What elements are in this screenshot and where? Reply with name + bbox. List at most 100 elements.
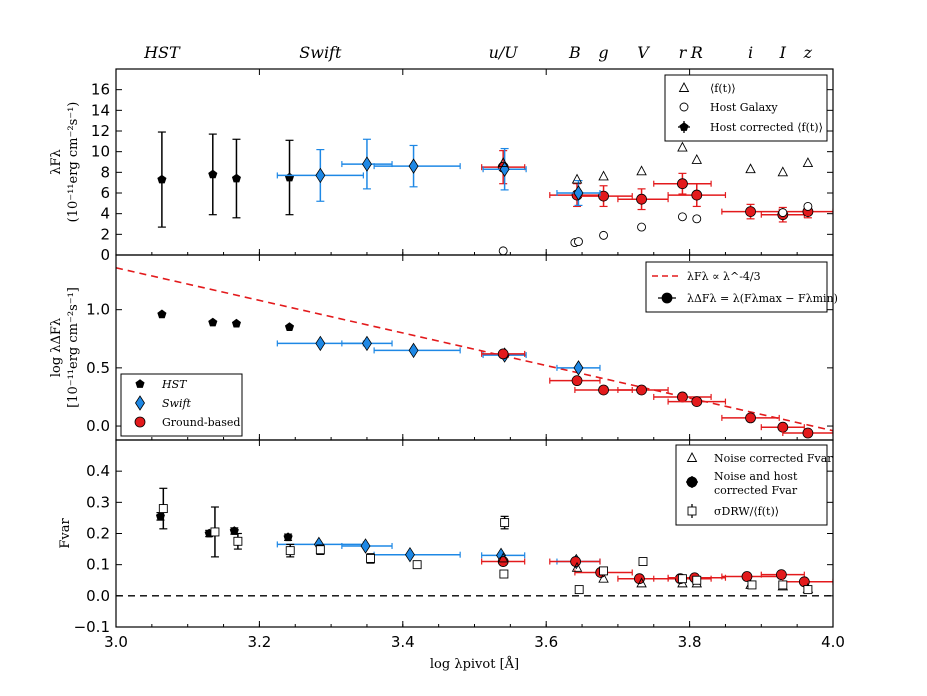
data-point: [408, 158, 419, 174]
y-tick-label: 0: [100, 246, 110, 264]
legend-label-drw: σDRW/⟨f(t)⟩: [714, 505, 779, 518]
legend-label-noise-host-1: Noise and host: [714, 470, 798, 483]
legend-top: ⟨f(t)⟩ Host Galaxy Host corrected ⟨f(t)⟩: [664, 74, 828, 142]
data-point: [361, 335, 372, 352]
data-point: [778, 208, 788, 218]
y-tick-label: 1.0: [86, 301, 110, 319]
data-point: [210, 527, 220, 537]
y-tick-label: 0.3: [86, 493, 110, 511]
data-point: [677, 178, 688, 190]
band-label-r: R: [690, 43, 703, 62]
y-tick-label: 0.0: [86, 587, 110, 605]
data-point: [233, 536, 243, 546]
legend-marker-host: [679, 102, 689, 112]
y-tick-label: 14: [91, 101, 110, 119]
data-point: [599, 230, 609, 240]
y-label-line1: log λΔFλ: [49, 318, 64, 377]
legend-marker-mean-flux: [678, 82, 690, 92]
data-point: [598, 170, 609, 181]
legend-label-delta: λΔFλ = λ(Fλmax − Fλmin): [687, 292, 838, 305]
data-point: [229, 526, 239, 535]
band-label-i: I: [779, 43, 787, 62]
series--drw-f-t-: [158, 487, 813, 595]
data-point: [231, 318, 241, 328]
data-point: [636, 193, 647, 205]
data-point: [573, 185, 584, 201]
y-tick-label: 2: [100, 225, 110, 243]
y-tick-label: 0.2: [86, 525, 110, 543]
series-host-galaxy: [498, 201, 813, 255]
data-point: [574, 237, 583, 247]
data-point: [361, 156, 372, 172]
data-point: [677, 141, 688, 152]
data-point: [634, 573, 645, 585]
data-point: [284, 172, 295, 182]
series--f-t-: [497, 141, 814, 184]
series-noise-corrected-fvar: [497, 552, 814, 593]
y-tick-label: 4: [100, 205, 110, 223]
data-point: [636, 384, 647, 396]
data-point: [636, 577, 647, 588]
series-swift: [276, 536, 601, 570]
series-swift-u: [482, 147, 601, 206]
series-hst: [157, 309, 295, 332]
plot-area-top: [157, 131, 833, 255]
series-ground-based: [481, 348, 833, 439]
data-point: [692, 575, 702, 585]
legend-marker-swift: [135, 395, 145, 411]
x-tick-label: 3.0: [104, 633, 128, 651]
legend-marker-hst: [135, 379, 145, 388]
band-label-r: r: [679, 43, 688, 62]
data-point: [745, 206, 756, 218]
data-point: [315, 167, 326, 184]
data-point: [366, 553, 375, 563]
legend-marker-noise-corrected: [686, 452, 698, 462]
plot-area-bottom: [116, 487, 833, 597]
axes-frame: [115, 439, 834, 628]
panel-bottom: −0.1 0.0 0.1 0.2 0.3 0.4 3.0 3.2 3.4 3.6 3.8 4.0 Fva…: [58, 439, 845, 651]
model-line: [116, 267, 833, 432]
data-point: [637, 222, 647, 232]
y-tick-label: 6: [100, 184, 110, 202]
data-point: [691, 153, 703, 164]
data-point: [412, 560, 422, 570]
data-point: [802, 157, 814, 167]
data-point: [677, 574, 687, 584]
y-label-line1: λFλ: [49, 149, 64, 175]
data-point: [677, 212, 687, 222]
band-label-z: z: [803, 43, 813, 62]
data-point: [157, 309, 167, 319]
legend-middle: λFλ ∝ λ^-4/3 λΔFλ = λ(Fλmax − Fλmin): [645, 261, 838, 313]
data-point: [747, 580, 757, 590]
data-point: [315, 545, 325, 555]
data-point: [208, 317, 218, 327]
y-axis-label: λFλ (10⁻¹¹erg cm⁻²s⁻¹): [49, 102, 81, 223]
legend-bottom: Noise corrected Fvar Noise and hostcorrec…: [675, 444, 833, 526]
legend-label-mean-flux: ⟨f(t)⟩: [710, 82, 736, 95]
data-point: [284, 322, 295, 332]
data-point: [208, 169, 218, 179]
y-axis-label: Fvar: [58, 518, 73, 549]
data-point: [158, 504, 168, 514]
data-point: [497, 552, 509, 563]
legend-marker-drw: [687, 506, 697, 516]
data-point: [691, 396, 703, 408]
legend-label-noise-host-2: corrected Fvar: [714, 484, 798, 497]
y-label-line2: [10⁻¹¹erg cm⁻²s⁻¹]: [66, 287, 81, 408]
data-point: [231, 173, 241, 183]
y-tick-label: 0.4: [86, 462, 110, 480]
x-tick-label: 3.4: [391, 633, 415, 651]
data-point: [497, 348, 509, 360]
data-point: [360, 538, 371, 554]
data-point: [745, 412, 756, 424]
x-tick-label: 4.0: [821, 633, 845, 651]
data-point: [285, 546, 295, 556]
y-tick-label: 10: [91, 143, 110, 161]
legend-label-noise-corrected: Noise corrected Fvar: [714, 452, 833, 465]
data-point: [571, 173, 583, 184]
x-tick-label: 3.2: [247, 633, 271, 651]
band-label-u-u: u/U: [489, 43, 519, 62]
plot-area-middle: [116, 267, 833, 439]
x-tick-label: 3.8: [678, 633, 702, 651]
